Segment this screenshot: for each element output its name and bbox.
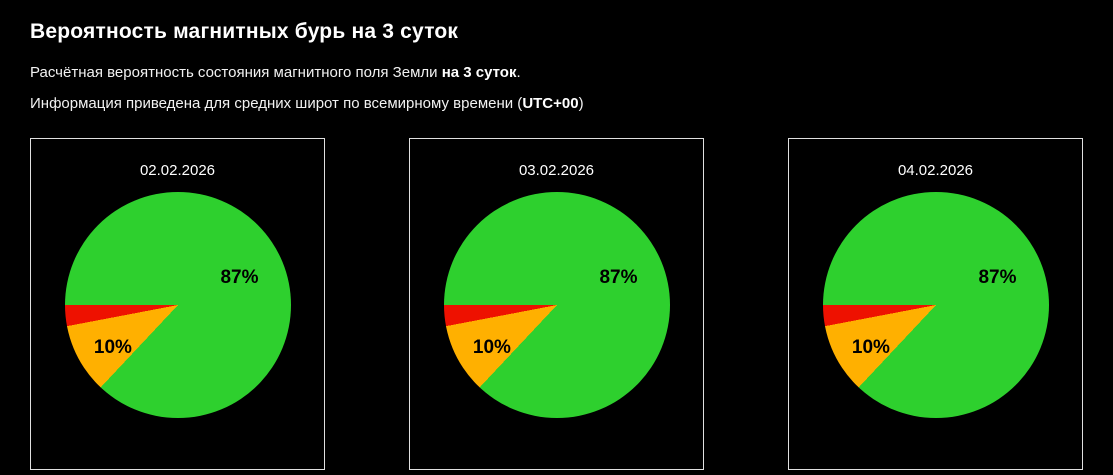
pie-chart [822,192,1049,418]
pie-chart-area: 87% 10% [64,192,291,418]
forecast-panel-day3: 04.02.2026 87% 10% [788,138,1083,470]
subtitle-text: Расчётная вероятность состояния магнитно… [30,64,442,81]
subtitle-bold-text: на 3 суток [441,64,517,81]
forecast-panels: 02.02.2026 87% 10% 03.02.2026 87% 10% 04… [30,138,1083,470]
pie-label-green: 87% [978,266,1017,288]
info-line: Информация приведена для средних широт п… [30,95,1083,112]
pie-label-green: 87% [220,266,259,288]
pie-chart-area: 87% 10% [443,192,670,418]
info-bold-text: UTC+00 [522,95,579,112]
pie-chart [64,192,291,418]
pie-chart-area: 87% 10% [822,192,1049,418]
forecast-panel-day2: 03.02.2026 87% 10% [409,138,704,470]
pie-label-orange: 10% [93,336,132,358]
forecast-panel-day1: 02.02.2026 87% 10% [30,138,325,470]
subtitle-period: . [516,64,521,81]
pie-label-green: 87% [599,266,638,288]
panel-date: 04.02.2026 [897,162,974,179]
subtitle-line: Расчётная вероятность состояния магнитно… [30,64,1083,81]
pie-label-orange: 10% [472,336,511,358]
pie-chart [443,192,670,418]
page-title: Вероятность магнитных бурь на 3 суток [30,20,459,43]
panel-date: 02.02.2026 [139,162,216,179]
info-suffix: ) [578,95,584,112]
info-text: Информация приведена для средних широт п… [30,95,523,112]
pie-label-orange: 10% [851,336,890,358]
panel-date: 03.02.2026 [518,162,595,179]
